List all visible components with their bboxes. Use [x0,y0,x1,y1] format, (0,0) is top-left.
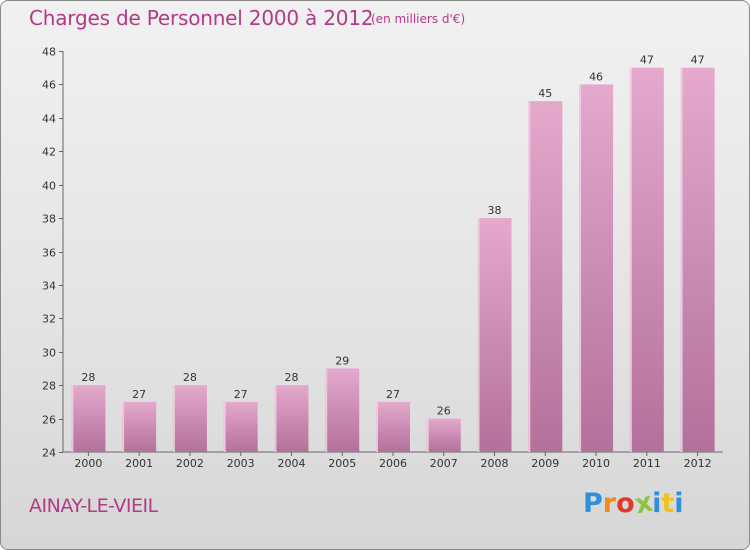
y-tick-label: 42 [42,146,56,159]
bar-value-label: 46 [589,70,603,83]
x-tick-label: 2009 [531,457,559,470]
x-tick-label: 2000 [74,457,102,470]
y-tick-label: 34 [42,280,56,293]
logo-letter: i [674,488,684,519]
y-tick-label: 26 [42,414,56,427]
bar-highlight [122,401,125,452]
y-tick-label: 28 [42,380,56,393]
bar-highlight [579,84,582,453]
bar-highlight [274,385,277,452]
bar-value-label: 28 [81,371,95,384]
bar [325,368,360,452]
chart-title: Charges de Personnel 2000 à 2012 [29,6,374,30]
y-tick-label: 24 [42,447,56,460]
y-tick-label: 30 [42,347,56,360]
y-tick-label: 32 [42,313,56,326]
bar-highlight [629,67,632,452]
location-label: AINAY-LE-VIEIL [29,495,158,517]
x-tick-label: 2012 [684,457,712,470]
logo-letter: o [616,488,635,519]
bar [274,385,309,452]
bar-highlight [325,368,328,452]
x-tick-label: 2007 [430,457,458,470]
bar [579,84,614,453]
chart-axes: 24 26 28 30 32 34 36 38 40 42 44 46 48 [42,46,723,460]
bar [71,385,106,452]
logo-letter: r [602,488,617,519]
y-tick-label: 46 [42,79,56,92]
bar [376,401,410,452]
bar-highlight [426,418,429,452]
logo-letter: t [661,488,675,519]
bar-highlight [528,101,531,452]
chart-labels: 2000 28 2001 27 2002 28 2003 27 2004 28 2005 29 2006… [74,54,711,470]
bar-highlight [477,218,480,452]
bar-highlight [680,67,683,452]
bar-value-label: 29 [335,354,349,367]
bar-highlight [172,385,175,452]
bar-value-label: 47 [640,54,654,67]
bar-value-label: 38 [488,204,502,217]
y-tick-label: 44 [42,113,56,126]
logo-letter: i [652,488,662,519]
bar-highlight [71,385,74,452]
bar-value-label: 28 [183,371,197,384]
y-tick-label: 48 [42,46,56,59]
bar-value-label: 27 [132,388,146,401]
bar [426,418,461,452]
bar [477,218,512,452]
x-tick-label: 2006 [379,457,407,470]
x-tick-label: 2005 [328,457,356,470]
bar [680,67,715,452]
bar-value-label: 45 [538,87,552,100]
bar-highlight [376,401,378,452]
bar-value-label: 47 [691,54,705,67]
bar [122,401,157,452]
bar-value-label: 27 [234,388,248,401]
bar [223,401,258,452]
bar-value-label: 26 [437,405,451,418]
bar-value-label: 28 [284,371,298,384]
x-tick-label: 2004 [277,457,305,470]
chart-subtitle: (en milliers d'€) [371,12,466,26]
x-tick-label: 2008 [481,457,509,470]
y-tick-label: 40 [42,180,56,193]
y-tick-label: 36 [42,247,56,260]
y-tick-label: 38 [42,213,56,226]
x-tick-label: 2003 [227,457,255,470]
bar-value-label: 27 [386,388,400,401]
x-tick-label: 2002 [176,457,204,470]
x-tick-label: 2001 [125,457,153,470]
bar [629,67,664,452]
proxiti-logo: Proxiti [583,487,684,521]
chart-bars [71,67,715,453]
bar-highlight [223,401,226,452]
bar [172,385,207,452]
x-tick-label: 2011 [633,457,661,470]
logo-letter: P [583,488,603,519]
bar [528,101,563,452]
x-tick-label: 2010 [582,457,610,470]
